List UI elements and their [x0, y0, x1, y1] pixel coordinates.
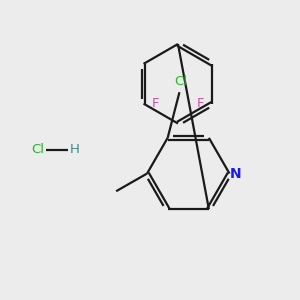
Text: Cl: Cl: [32, 143, 45, 157]
Text: Cl: Cl: [174, 75, 188, 88]
Text: F: F: [197, 97, 204, 110]
Text: F: F: [152, 97, 159, 110]
Text: N: N: [230, 167, 242, 181]
Text: H: H: [69, 143, 79, 157]
